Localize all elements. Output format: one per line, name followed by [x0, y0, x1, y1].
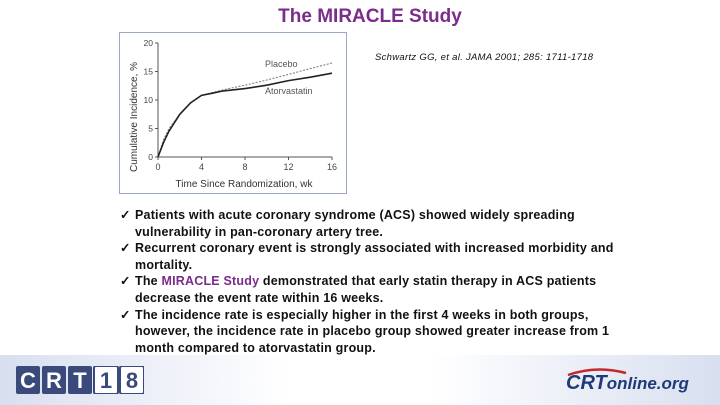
- crt18-logo-letter: C: [20, 368, 36, 393]
- bullet-item: ✓ The MIRACLE Study demonstrated that ea…: [120, 273, 640, 306]
- footer-bar: C R T 1 8 CRTonline.org: [0, 355, 720, 405]
- bullet-text: The MIRACLE Study demonstrated that earl…: [135, 274, 597, 305]
- y-tick-label: 0: [148, 152, 153, 162]
- incidence-figure: 0 5 10 15 20 0 4 8 12 16 Cumulative Incidence, % …: [119, 32, 347, 194]
- checkmark-icon: ✓: [120, 274, 131, 289]
- x-tick-label: 4: [199, 162, 204, 172]
- bullet-item: ✓ Recurrent coronary event is strongly a…: [120, 240, 640, 273]
- crtonline-logo-text: CRTonline.org: [566, 372, 690, 393]
- atorvastatin-series-label: Atorvastatin: [265, 86, 313, 96]
- chart-series: [157, 62, 333, 158]
- checkmark-icon: ✓: [120, 307, 131, 322]
- bullet-list: ✓ Patients with acute coronary syndrome …: [120, 207, 640, 356]
- study-name-highlight: MIRACLE Study: [161, 274, 260, 289]
- bullet-item: ✓ The incidence rate is especially highe…: [120, 307, 640, 357]
- y-tick-label: 20: [144, 38, 154, 48]
- checkmark-icon: ✓: [120, 241, 131, 256]
- bullet-text: The incidence rate is especially higher …: [135, 307, 610, 355]
- x-tick-label: 12: [283, 162, 293, 172]
- bullet-text: Recurrent coronary event is strongly ass…: [135, 241, 614, 272]
- checkmark-icon: ✓: [120, 208, 131, 222]
- placebo-series-label: Placebo: [265, 59, 298, 69]
- x-axis-label: Time Since Randomization, wk: [176, 179, 314, 190]
- y-tick-label: 10: [144, 95, 154, 105]
- crt18-logo-letter: R: [46, 368, 62, 393]
- chart-ticks: 0 5 10 15 20 0 4 8 12 16: [144, 38, 337, 172]
- citation: Schwartz GG, et al. JAMA 2001; 285: 1711…: [375, 52, 594, 63]
- bullet-text: Patients with acute coronary syndrome (A…: [135, 208, 575, 239]
- crt18-logo-letter: T: [73, 368, 87, 393]
- x-tick-label: 16: [327, 162, 337, 172]
- slide-title: The MIRACLE Study: [278, 6, 462, 27]
- x-tick-label: 0: [155, 162, 160, 172]
- chart-axes: [157, 43, 332, 158]
- crt18-logo-boxes: [16, 366, 144, 394]
- y-tick-label: 5: [148, 124, 153, 134]
- crtonline-logo: CRTonline.org: [566, 368, 690, 393]
- atorvastatin-series-line: [157, 72, 333, 158]
- y-axis-label: Cumulative Incidence, %: [129, 62, 140, 172]
- crt18-logo: C R T 1 8: [16, 366, 144, 394]
- y-tick-label: 15: [144, 67, 154, 77]
- bullet-item: ✓ Patients with acute coronary syndrome …: [120, 207, 640, 240]
- x-tick-label: 8: [242, 162, 247, 172]
- logo-swoosh: [567, 368, 627, 377]
- crt18-logo-letter: 8: [126, 368, 138, 393]
- crt18-logo-letter: 1: [100, 368, 112, 393]
